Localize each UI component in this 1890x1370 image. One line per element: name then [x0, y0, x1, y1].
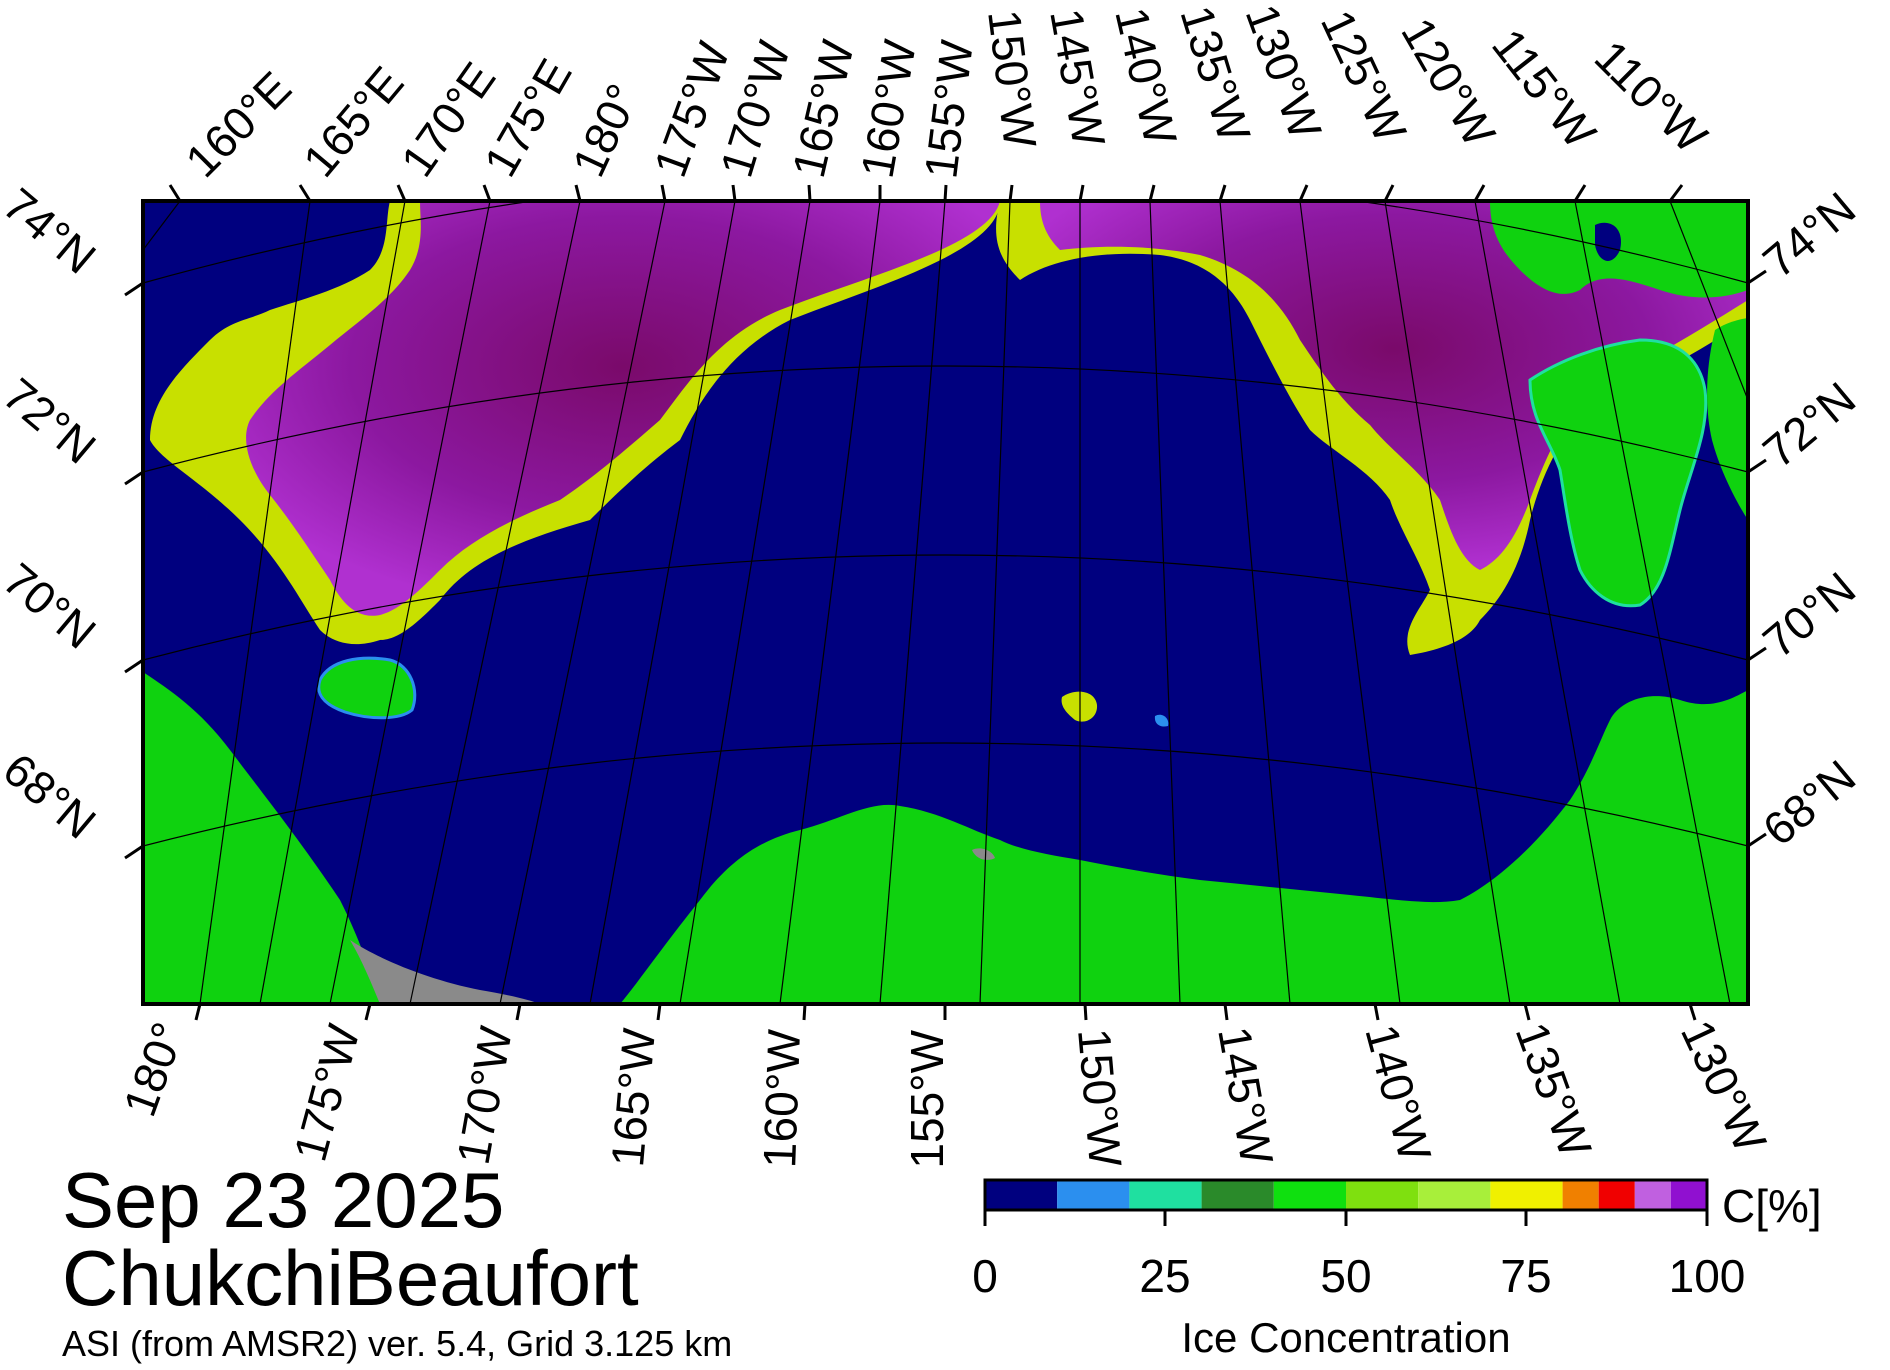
- lat-label: 74°N: [0, 178, 106, 284]
- colorbar: 0 25 50 75 100 C[%] Ice Concentration: [972, 1178, 1822, 1361]
- ice-floe: [1061, 691, 1098, 722]
- colorbar-cell: [1562, 1180, 1599, 1210]
- lon-label: 110°W: [1585, 30, 1718, 163]
- graticule: [143, 201, 1748, 1004]
- lat-label: 72°N: [1753, 372, 1865, 478]
- lat-label: 72°N: [0, 368, 106, 474]
- colorbar-cell: [1670, 1180, 1707, 1210]
- lon-label: 160°E: [175, 61, 301, 187]
- lon-label: 155°W: [901, 1029, 953, 1168]
- colorbar-unit: C[%]: [1722, 1180, 1822, 1232]
- no-data-area: [972, 848, 995, 860]
- lat-label: 74°N: [1753, 182, 1865, 288]
- lon-label: 150°W: [1068, 1026, 1132, 1169]
- ice-floe: [1154, 714, 1169, 727]
- lon-label: 175°W: [284, 1019, 370, 1167]
- lon-label: 160°W: [753, 1028, 810, 1169]
- longitude-labels-bottom: 180° 175°W 170°W 165°W 160°W 155°W 150°W…: [113, 1012, 1777, 1169]
- lon-label: 115°W: [1482, 19, 1607, 158]
- lon-label: 165°E: [293, 57, 414, 187]
- alaska-land: [620, 690, 1748, 1004]
- lon-label: 120°W: [1391, 9, 1506, 156]
- colorbar-tick-label: 0: [972, 1250, 998, 1302]
- colorbar-cell: [1418, 1180, 1491, 1210]
- lon-label: 180°: [562, 76, 649, 184]
- lat-label: 68°N: [0, 743, 106, 849]
- lat-label: 68°N: [1753, 750, 1865, 856]
- channel-water: [1595, 222, 1621, 261]
- colorbar-cell: [1129, 1180, 1202, 1210]
- ice-pack-west: [246, 201, 1000, 616]
- lon-label: 170°W: [447, 1022, 522, 1168]
- lat-label: 70°N: [0, 553, 106, 659]
- region-name: ChukchiBeaufort: [62, 1234, 639, 1322]
- lon-label: 165°W: [601, 1026, 665, 1169]
- map-date: Sep 23 2025: [62, 1156, 505, 1244]
- lon-label: 145°W: [1040, 5, 1115, 151]
- colorbar-cell: [1634, 1180, 1671, 1210]
- colorbar-cell: [1057, 1180, 1130, 1210]
- colorbar-ticks: [983, 1210, 1709, 1226]
- lon-label: 150°W: [978, 7, 1047, 151]
- lon-label: 140°W: [1355, 1019, 1441, 1167]
- colorbar-cell: [985, 1180, 1058, 1210]
- colorbar-cell: [1598, 1180, 1635, 1210]
- frame-ticks: [124, 184, 1767, 1021]
- lon-label: 135°W: [1506, 1016, 1602, 1165]
- no-data-area: [350, 940, 540, 1004]
- chukotka-land: [143, 672, 380, 1004]
- colorbar-cell: [1201, 1180, 1274, 1210]
- colorbar-title: Ice Concentration: [1181, 1314, 1510, 1361]
- lon-label: 155°W: [914, 37, 983, 181]
- longitude-labels-top: 160°E 165°E 170°E 175°E 180° 175°W 170°W…: [175, 0, 1717, 187]
- product-footnote: ASI (from AMSR2) ver. 5.4, Grid 3.125 km: [62, 1323, 733, 1364]
- lon-label: 160°W: [851, 36, 926, 182]
- latitude-labels-right: 74°N 72°N 70°N 68°N: [1753, 182, 1865, 856]
- colorbar-tick-label: 50: [1320, 1250, 1371, 1302]
- colorbar-tick-label: 25: [1139, 1250, 1190, 1302]
- lat-label: 70°N: [1753, 562, 1865, 668]
- colorbar-cell: [1490, 1180, 1563, 1210]
- latitude-labels-left: 74°N 72°N 70°N 68°N: [0, 178, 106, 849]
- lon-label: 130°W: [1671, 1012, 1777, 1160]
- colorbar-cell: [1273, 1180, 1346, 1210]
- banks-island: [1528, 338, 1708, 608]
- colorbar-tick-label: 100: [1669, 1250, 1746, 1302]
- lon-label: 145°W: [1208, 1023, 1283, 1169]
- wrangel-island: [317, 656, 417, 720]
- ice-pack-east: [1040, 201, 1748, 570]
- colorbar-tick-label: 75: [1500, 1250, 1551, 1302]
- lon-label: 180°: [113, 1016, 194, 1123]
- colorbar-cell: [1346, 1180, 1419, 1210]
